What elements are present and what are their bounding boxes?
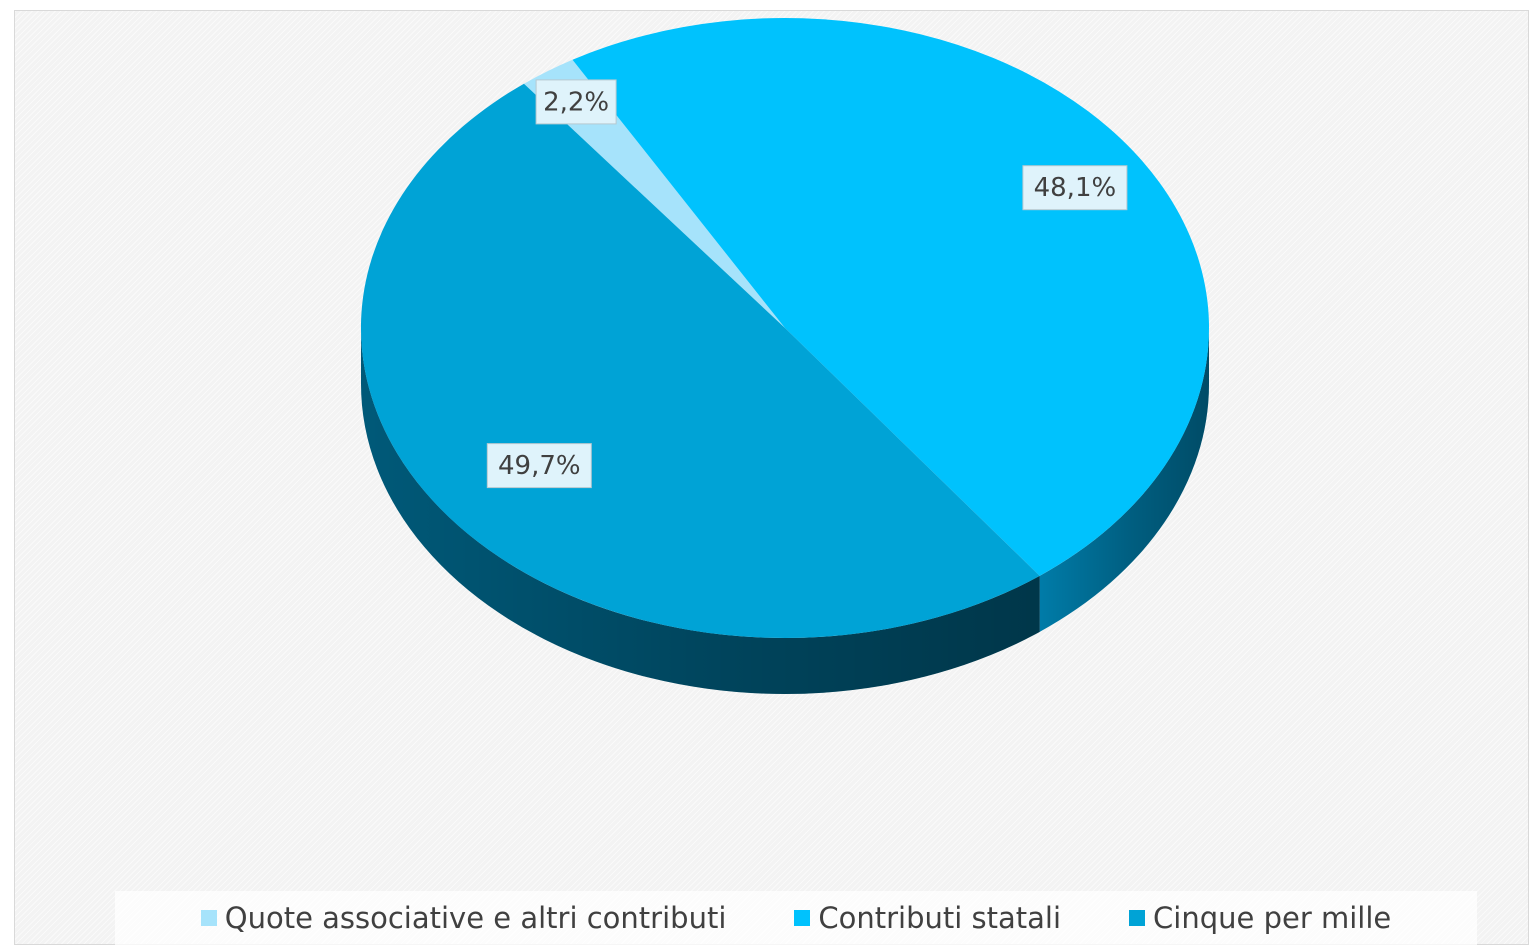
data-label-contributi: 48,1% xyxy=(1022,165,1128,211)
pie-sides xyxy=(361,328,1209,695)
pie-slice-contributi xyxy=(572,17,1210,576)
pie-side-shade-contributi xyxy=(1039,328,1209,632)
data-label-quote: 2,2% xyxy=(535,79,617,125)
pie-data-labels: 2,2% 48,1% 49,7% xyxy=(486,79,1128,489)
data-label-box-contributi xyxy=(1022,165,1128,211)
data-label-text-quote: 2,2% xyxy=(543,87,609,117)
pie-chart: 2,2% 48,1% 49,7% xyxy=(360,17,1210,695)
data-label-box-cinque xyxy=(486,443,592,489)
pie-slice-cinque xyxy=(360,83,1040,639)
legend-swatch-cinque xyxy=(1129,910,1146,926)
legend-item-quote: Quote associative e altri contributi xyxy=(200,901,727,935)
pie-side-shade-cinque xyxy=(361,328,1040,695)
data-label-text-contributi: 48,1% xyxy=(1034,173,1117,203)
legend-swatch-contributi xyxy=(794,910,811,926)
legend-label-contributi: Contributi statali xyxy=(818,901,1062,935)
legend-item-contributi: Contributi statali xyxy=(794,901,1061,935)
chart-area: 2,2% 48,1% 49,7% Quote associative e altri… xyxy=(14,10,1529,945)
legend-swatch-quote xyxy=(200,910,217,926)
data-label-text-cinque: 49,7% xyxy=(498,451,581,481)
data-label-box-quote xyxy=(535,79,617,125)
legend-item-cinque: Cinque per mille xyxy=(1129,901,1391,935)
legend-label-cinque: Cinque per mille xyxy=(1153,901,1392,935)
legend-label-quote: Quote associative e altri contributi xyxy=(224,901,727,935)
pie-slice-quote xyxy=(523,59,785,328)
pie-tops xyxy=(360,17,1210,639)
legend: Quote associative e altri contributi Con… xyxy=(115,891,1477,945)
data-label-cinque: 49,7% xyxy=(486,443,592,489)
